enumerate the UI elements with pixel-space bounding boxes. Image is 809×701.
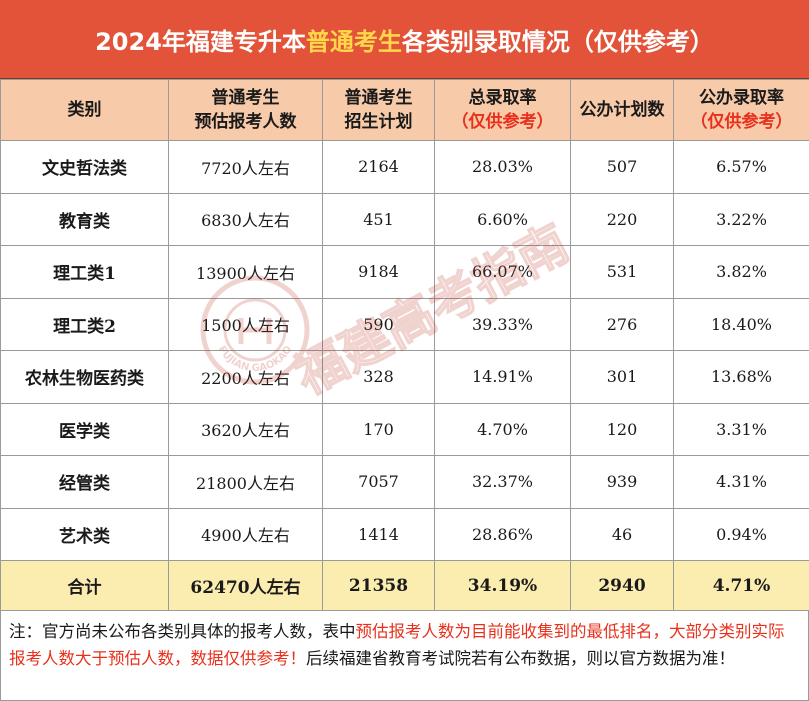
cell-public-rate: 3.22% xyxy=(673,192,809,246)
cell-applicants: 1500人左右 xyxy=(168,297,323,351)
total-applicants: 62470人左右 xyxy=(168,560,323,611)
admission-table: 类别 普通考生 预估报考人数 普通考生 招生计划 总录取率 （仅供参考） 公办计划数 … xyxy=(0,79,809,611)
cell-applicants: 2200人左右 xyxy=(168,350,323,404)
total-row: 合计 62470人左右 21358 34.19% 2940 4.71% xyxy=(0,560,809,611)
cell-plan: 170 xyxy=(322,402,435,456)
cell-category: 经管类 xyxy=(0,455,169,509)
cell-public-rate: 18.40% xyxy=(673,297,809,351)
header-rate: 总录取率 （仅供参考） xyxy=(434,79,571,141)
header-public-rate: 公办录取率 （仅供参考） xyxy=(673,79,809,141)
header-category: 类别 xyxy=(0,79,169,141)
title-part1: 2024年福建专升本 xyxy=(95,27,306,56)
header-plan: 普通考生 招生计划 xyxy=(322,79,435,141)
total-category: 合计 xyxy=(0,560,169,611)
cell-category: 理工类1 xyxy=(0,245,169,299)
note-part3: 后续福建省教育考试院若有公布数据，则以官方数据为准！ xyxy=(306,649,735,668)
table-row: 教育类 6830人左右 451 6.60% 220 3.22% xyxy=(0,192,809,246)
header-public-plan: 公办计划数 xyxy=(570,79,674,141)
cell-category: 农林生物医药类 xyxy=(0,350,169,404)
cell-plan: 7057 xyxy=(322,455,435,509)
cell-category: 教育类 xyxy=(0,192,169,246)
table-row: 农林生物医药类 2200人左右 328 14.91% 301 13.68% xyxy=(0,350,809,404)
table-row: 医学类 3620人左右 170 4.70% 120 3.31% xyxy=(0,402,809,456)
cell-applicants: 6830人左右 xyxy=(168,192,323,246)
cell-plan: 9184 xyxy=(322,245,435,299)
total-rate: 34.19% xyxy=(434,560,571,611)
cell-public-rate: 0.94% xyxy=(673,507,809,561)
cell-public-rate: 3.31% xyxy=(673,402,809,456)
cell-applicants: 4900人左右 xyxy=(168,507,323,561)
note-highlight: 预估报考人数为目前能收集到的最低排名，大部分类别实际报考人数大于预估人数，数据仅… xyxy=(9,622,785,668)
cell-rate: 6.60% xyxy=(434,192,571,246)
cell-rate: 4.70% xyxy=(434,402,571,456)
table-row: 理工类1 13900人左右 9184 66.07% 531 3.82% xyxy=(0,245,809,299)
table-row: 理工类2 1500人左右 590 39.33% 276 18.40% xyxy=(0,297,809,351)
cell-public-plan: 301 xyxy=(570,350,674,404)
cell-rate: 14.91% xyxy=(434,350,571,404)
cell-public-plan: 220 xyxy=(570,192,674,246)
title-part2: 各类别录取情况（仅供参考） xyxy=(401,27,714,56)
cell-plan: 590 xyxy=(322,297,435,351)
cell-category: 理工类2 xyxy=(0,297,169,351)
total-plan: 21358 xyxy=(322,560,435,611)
cell-plan: 451 xyxy=(322,192,435,246)
cell-category: 艺术类 xyxy=(0,507,169,561)
cell-public-plan: 531 xyxy=(570,245,674,299)
cell-applicants: 13900人左右 xyxy=(168,245,323,299)
cell-public-plan: 120 xyxy=(570,402,674,456)
note-part1: 注：官方尚未公布各类别具体的报考人数，表中 xyxy=(9,622,356,641)
page-title: 2024年福建专升本 普通考生 各类别录取情况（仅供参考） xyxy=(0,0,809,79)
cell-plan: 1414 xyxy=(322,507,435,561)
cell-public-plan: 46 xyxy=(570,507,674,561)
cell-applicants: 3620人左右 xyxy=(168,402,323,456)
cell-public-plan: 276 xyxy=(570,297,674,351)
header-applicants: 普通考生 预估报考人数 xyxy=(168,79,323,141)
cell-rate: 66.07% xyxy=(434,245,571,299)
cell-plan: 328 xyxy=(322,350,435,404)
total-public-rate: 4.71% xyxy=(673,560,809,611)
table-row: 艺术类 4900人左右 1414 28.86% 46 0.94% xyxy=(0,507,809,561)
cell-category: 医学类 xyxy=(0,402,169,456)
cell-public-plan: 939 xyxy=(570,455,674,509)
cell-public-plan: 507 xyxy=(570,140,674,194)
table-header-row: 类别 普通考生 预估报考人数 普通考生 招生计划 总录取率 （仅供参考） 公办计划数 … xyxy=(0,79,809,141)
table-row: 文史哲法类 7720人左右 2164 28.03% 507 6.57% xyxy=(0,140,809,194)
cell-public-rate: 3.82% xyxy=(673,245,809,299)
table-row: 经管类 21800人左右 7057 32.37% 939 4.31% xyxy=(0,455,809,509)
cell-rate: 28.03% xyxy=(434,140,571,194)
footnote: 注：官方尚未公布各类别具体的报考人数，表中预估报考人数为目前能收集到的最低排名，… xyxy=(0,610,809,701)
cell-public-rate: 6.57% xyxy=(673,140,809,194)
cell-rate: 39.33% xyxy=(434,297,571,351)
cell-public-rate: 13.68% xyxy=(673,350,809,404)
cell-public-rate: 4.31% xyxy=(673,455,809,509)
cell-rate: 28.86% xyxy=(434,507,571,561)
title-highlight: 普通考生 xyxy=(305,27,402,56)
cell-category: 文史哲法类 xyxy=(0,140,169,194)
cell-rate: 32.37% xyxy=(434,455,571,509)
total-public-plan: 2940 xyxy=(570,560,674,611)
cell-applicants: 7720人左右 xyxy=(168,140,323,194)
cell-applicants: 21800人左右 xyxy=(168,455,323,509)
cell-plan: 2164 xyxy=(322,140,435,194)
